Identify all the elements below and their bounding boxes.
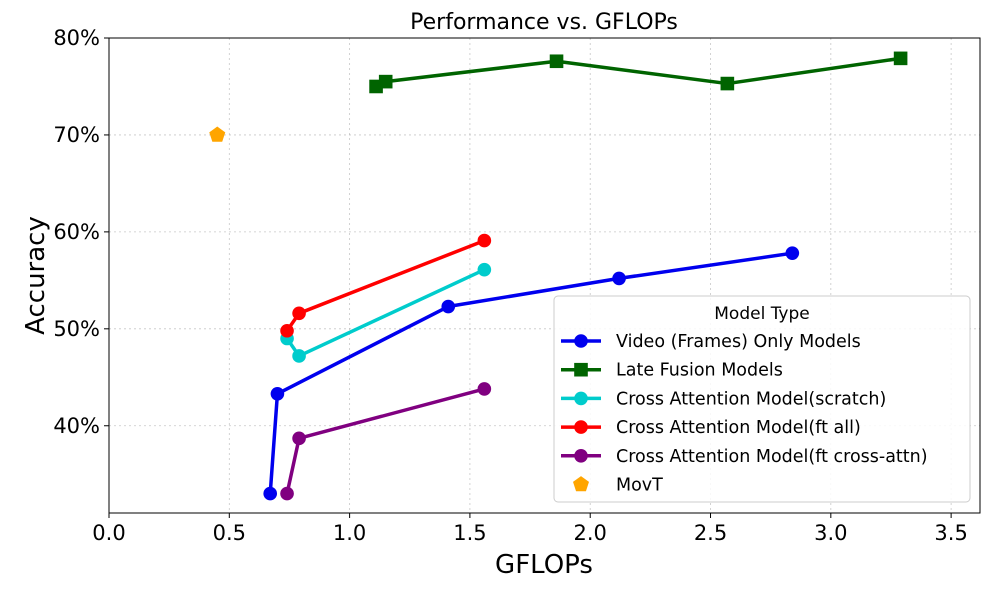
data-point xyxy=(280,323,294,338)
data-point xyxy=(209,126,226,142)
series-line xyxy=(375,56,901,89)
series-cross-attention-model-ft-all xyxy=(280,233,492,338)
series-line xyxy=(285,387,485,494)
data-point xyxy=(612,271,626,286)
data-point xyxy=(893,51,908,66)
legend-entry-cross-attention-model-scratch: Cross Attention Model(scratch) xyxy=(561,389,886,409)
legend-marker xyxy=(574,334,588,348)
data-point xyxy=(720,76,735,91)
plot-area xyxy=(209,51,908,501)
legend-entry-movt: MovT xyxy=(573,476,663,496)
x-tick-label: 3.5 xyxy=(934,521,967,545)
legend-label: Cross Attention Model(ft all) xyxy=(616,418,861,438)
series-line xyxy=(285,268,486,358)
legend: Model Type Video (Frames) Only Models Lat… xyxy=(553,295,971,503)
legend-label: Late Fusion Models xyxy=(616,361,783,381)
x-tick-label: 2.0 xyxy=(574,521,607,545)
data-point xyxy=(477,233,492,248)
legend-marker xyxy=(574,362,588,377)
data-point xyxy=(292,349,306,363)
series-cross-attention-model-ft-cross-attn xyxy=(280,382,492,501)
series-cross-attention-model-scratch xyxy=(280,262,492,363)
y-tick-label: 70% xyxy=(53,123,100,147)
x-tick-label: 3.0 xyxy=(814,521,847,545)
x-tick-label: 0.5 xyxy=(213,521,246,545)
y-tick-label: 40% xyxy=(53,414,100,438)
data-point xyxy=(785,246,800,261)
y-tick-label: 50% xyxy=(53,317,100,341)
data-point xyxy=(270,386,285,401)
legend-marker xyxy=(574,449,588,463)
legend-marker xyxy=(574,420,588,434)
x-axis-title: GFLOPs xyxy=(495,550,593,580)
chart-title: Performance vs. GFLOPs xyxy=(410,10,678,35)
legend-label: MovT xyxy=(616,476,663,496)
series-video-frames-only-models xyxy=(263,246,800,501)
data-point xyxy=(292,431,306,446)
legend-entry-cross-attention-model-ft-all: Cross Attention Model(ft all) xyxy=(561,418,861,438)
x-tick-label: 0.0 xyxy=(92,521,125,545)
x-tick-label: 1.0 xyxy=(333,521,366,545)
legend-title: Model Type xyxy=(714,304,810,324)
data-point xyxy=(441,299,456,314)
legend-box xyxy=(553,295,971,503)
data-point xyxy=(292,306,306,321)
data-point xyxy=(549,54,564,69)
series-movt xyxy=(209,126,226,142)
legend-label: Video (Frames) Only Models xyxy=(616,332,861,352)
x-tick-label: 1.5 xyxy=(453,521,486,545)
legend-entry-cross-attention-model-ft-cross-attn: Cross Attention Model(ft cross-attn) xyxy=(561,447,928,467)
y-tick-label: 60% xyxy=(53,220,100,244)
legend-entry-video-frames-only-models: Video (Frames) Only Models xyxy=(561,332,861,352)
plot-frame xyxy=(108,37,981,514)
legend-label: Cross Attention Model(scratch) xyxy=(616,389,886,409)
data-point xyxy=(378,74,393,89)
legend-entry-late-fusion-models: Late Fusion Models xyxy=(561,361,783,381)
axes-ticks: 0.0 0.5 1.0 1.5 2.0 2.5 3.0 3.5 40% 50% 60% 70% 80% xyxy=(53,26,968,545)
x-tick-label: 2.5 xyxy=(694,521,727,545)
legend-marker xyxy=(573,476,589,492)
data-point xyxy=(280,486,294,501)
data-point xyxy=(477,382,492,396)
series-late-fusion-models xyxy=(369,51,908,94)
legend-label: Cross Attention Model(ft cross-attn) xyxy=(616,447,928,467)
data-point xyxy=(263,486,278,501)
data-point xyxy=(477,262,492,277)
y-axis-title: Accuracy xyxy=(21,216,51,335)
y-tick-label: 80% xyxy=(53,26,100,50)
legend-marker xyxy=(574,391,588,406)
